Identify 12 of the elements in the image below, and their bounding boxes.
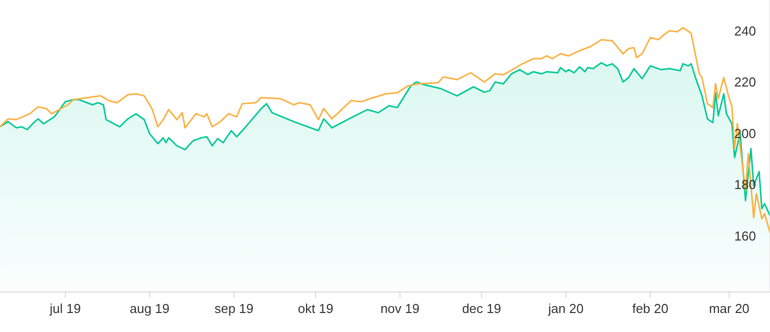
x-tick-label: jul 19	[48, 301, 81, 316]
x-tick-label: aug 19	[130, 301, 170, 316]
x-tick-label: sep 19	[214, 301, 254, 316]
x-tick-label: okt 19	[298, 301, 334, 316]
y-tick-label: 220	[734, 74, 756, 90]
y-tick-label: 160	[734, 228, 756, 244]
y-tick-label: 240	[734, 23, 756, 38]
x-tick-label: dec 19	[462, 301, 502, 316]
x-tick-label: feb 20	[632, 301, 668, 316]
x-tick-label: mar 20	[708, 301, 750, 316]
x-tick-label: jan 20	[547, 301, 584, 316]
x-tick-label: nov 19	[380, 301, 420, 316]
